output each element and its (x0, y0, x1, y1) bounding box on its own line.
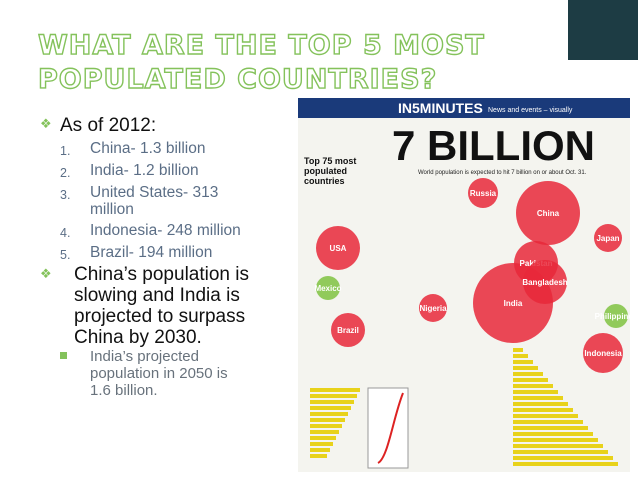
sub-bullet-icon (60, 352, 67, 359)
country-bubble (594, 224, 622, 252)
list-number: 5. (60, 248, 71, 262)
bullet-text: As of 2012: (60, 115, 157, 136)
country-label: Nigeria (419, 304, 447, 313)
decor-bar (513, 348, 523, 352)
sub-bullet-text: population in 2050 is (90, 365, 228, 382)
country-bubble (583, 333, 623, 373)
decor-bar (310, 406, 351, 410)
sub-bullet-text: India’s projected (90, 348, 199, 365)
list-number: 2. (60, 166, 71, 180)
tagline: News and events – visually (488, 107, 573, 114)
country-bubble (523, 260, 567, 304)
infographic-bg (298, 98, 630, 472)
mini-curve (377, 392, 404, 464)
legend-title: populated (304, 166, 347, 176)
sub-bullet-text: 1.6 billion. (90, 382, 158, 399)
list-item: million (90, 201, 134, 218)
infographic: IN5MINUTES News and events – visually 7 … (298, 98, 630, 472)
decor-bar (310, 412, 348, 416)
corner-block (568, 0, 638, 60)
list-item: India- 1.2 billion (90, 162, 199, 179)
decor-bar (513, 450, 608, 454)
decor-bar (513, 354, 528, 358)
country-label: Bangladesh (522, 278, 567, 287)
bar-group (310, 348, 618, 466)
decor-bar (513, 384, 553, 388)
country-label: India (504, 299, 523, 308)
country-label: Philippines (595, 312, 630, 321)
list-number: 1. (60, 144, 71, 158)
decor-bar (310, 418, 345, 422)
decor-bar (310, 436, 336, 440)
decor-bar (513, 408, 573, 412)
decor-bar (513, 426, 588, 430)
decor-bar (513, 378, 548, 382)
list-number: 3. (60, 188, 71, 202)
country-bubble (516, 181, 580, 245)
legend-title: Top 75 most (304, 156, 356, 166)
bullet-text: China by 2030. (74, 327, 202, 348)
decor-bar (310, 388, 360, 392)
decor-bar (513, 462, 618, 466)
country-label: Japan (596, 234, 619, 243)
infographic-banner (298, 98, 630, 118)
bullet-text: projected to surpass (74, 306, 246, 327)
decor-bar (310, 424, 342, 428)
list-item: China- 1.3 billion (90, 140, 206, 157)
list-number: 4. (60, 226, 71, 240)
decor-bar (513, 396, 563, 400)
decor-bar (310, 442, 333, 446)
decor-bar (513, 372, 543, 376)
country-label: Indonesia (584, 349, 622, 358)
country-bubble (316, 276, 340, 300)
decor-bar (513, 402, 568, 406)
country-bubble (419, 294, 447, 322)
decor-bar (513, 444, 603, 448)
decor-bar (513, 420, 583, 424)
title-line: POPULATED COUNTRIES? (37, 63, 438, 95)
legend-title: countries (304, 176, 345, 186)
decor-bar (310, 448, 330, 452)
country-bubble (468, 178, 498, 208)
country-label: China (537, 209, 560, 218)
list-item: Brazil- 194 million (90, 244, 213, 261)
country-bubble (604, 304, 628, 328)
country-bubble (316, 226, 360, 270)
decor-bar (513, 456, 613, 460)
list-item: Indonesia- 248 million (90, 222, 241, 239)
decor-bar (513, 366, 538, 370)
country-bubble (331, 313, 365, 347)
subhead: World population is expected to hit 7 bi… (418, 170, 587, 176)
brand: IN5MINUTES (398, 100, 483, 116)
decor-bar (310, 394, 357, 398)
decor-bar (513, 390, 558, 394)
country-label: USA (330, 244, 347, 253)
country-label: Brazil (337, 326, 359, 335)
bullet-icon: ❖ (40, 116, 52, 131)
decor-bar (513, 360, 533, 364)
country-label: Mexico (314, 284, 341, 293)
title-line: WHAT ARE THE TOP 5 MOST (37, 29, 485, 61)
bullet-text: slowing and India is (74, 285, 240, 306)
country-label: Russia (470, 189, 497, 198)
decor-bar (310, 454, 327, 458)
decor-bar (513, 432, 593, 436)
decor-bar (310, 430, 339, 434)
bullet-text: China’s population is (74, 264, 249, 285)
decor-bar (513, 438, 598, 442)
decor-bar (513, 414, 578, 418)
decor-bar (310, 400, 354, 404)
mini-chart (367, 387, 409, 469)
bubble-group: ChinaIndiaUSAIndonesiaBrazilPakistanBang… (314, 178, 630, 373)
list-item: United States- 313 (90, 184, 219, 201)
bullet-icon: ❖ (40, 266, 52, 281)
headline: 7 BILLION (392, 122, 595, 169)
